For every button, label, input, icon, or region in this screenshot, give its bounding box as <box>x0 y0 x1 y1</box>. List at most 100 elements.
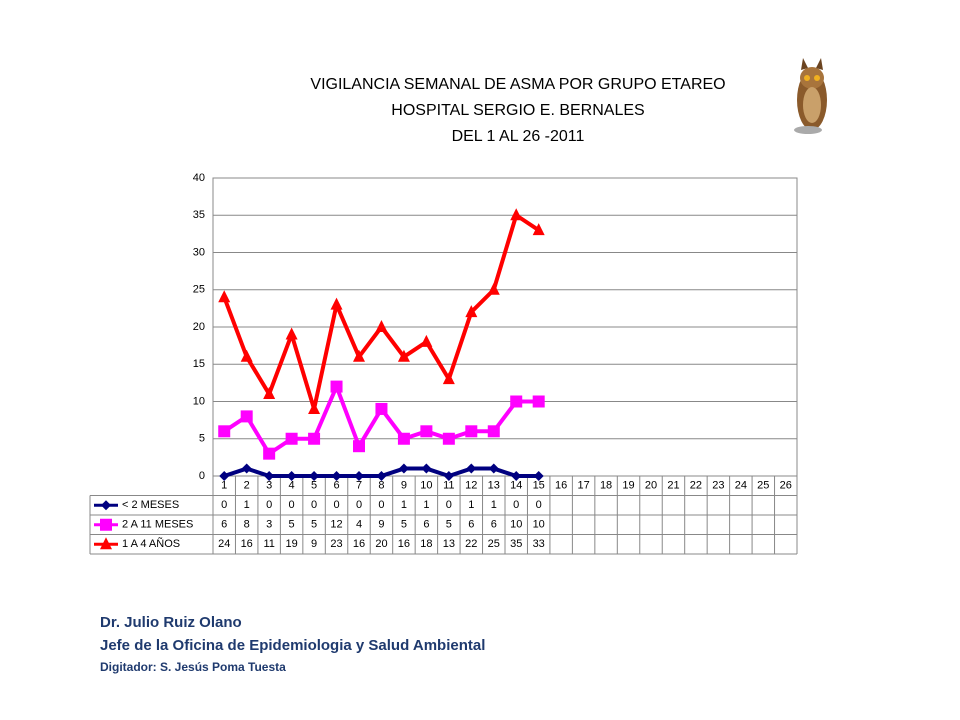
marker <box>218 290 231 303</box>
y-tick-label: 25 <box>193 284 205 296</box>
table-cell: 20 <box>375 538 387 550</box>
table-cell: 24 <box>218 538 230 550</box>
series-line <box>222 213 540 411</box>
marker <box>285 327 298 340</box>
x-tick-label: 6 <box>333 480 339 492</box>
marker <box>375 402 388 415</box>
marker <box>353 440 365 453</box>
footer-role: Jefe de la Oficina de Epidemiologia y Sa… <box>100 637 485 654</box>
x-tick-label: 22 <box>690 480 702 492</box>
marker <box>397 349 410 362</box>
marker <box>309 471 320 481</box>
table-cell: 8 <box>244 519 250 531</box>
table-cell: 1 <box>423 499 429 511</box>
marker <box>219 471 230 481</box>
table-cell: 9 <box>378 519 384 531</box>
x-tick-label: 17 <box>577 480 589 492</box>
table-cell: 0 <box>446 499 452 511</box>
marker <box>465 305 478 318</box>
marker <box>375 320 388 332</box>
marker <box>487 282 500 295</box>
marker <box>532 223 545 236</box>
table-cell: 0 <box>221 499 227 511</box>
chart-title: VIGILANCIA SEMANAL DE ASMA POR GRUPO ETA… <box>310 76 725 93</box>
y-tick-label: 5 <box>199 433 205 445</box>
table-cell: 19 <box>285 538 297 550</box>
marker <box>264 471 275 481</box>
marker <box>331 471 342 481</box>
x-tick-label: 1 <box>221 480 227 492</box>
legend-label: < 2 MESES <box>122 499 179 511</box>
y-tick-label: 20 <box>193 321 205 333</box>
marker <box>101 500 111 511</box>
table-cell: 3 <box>266 519 272 531</box>
table-cell: 16 <box>398 538 410 550</box>
x-tick-label: 23 <box>712 480 724 492</box>
table-cell: 6 <box>423 519 429 531</box>
table-cell: 35 <box>510 538 522 550</box>
x-tick-label: 16 <box>555 480 567 492</box>
x-tick-label: 26 <box>780 480 792 492</box>
table-cell: 1 <box>401 499 407 511</box>
owl-logo <box>794 58 827 134</box>
table-cell: 16 <box>353 538 365 550</box>
x-tick-label: 4 <box>289 480 295 492</box>
marker <box>330 380 343 393</box>
table-cell: 11 <box>263 538 274 550</box>
table-cell: 6 <box>221 519 227 531</box>
table-cell: 1 <box>468 499 474 511</box>
table-cell: 0 <box>536 499 542 511</box>
marker <box>511 471 522 481</box>
x-tick-label: 11 <box>443 480 454 492</box>
marker <box>442 432 455 445</box>
y-tick-label: 15 <box>193 358 205 370</box>
x-tick-label: 20 <box>645 480 657 492</box>
marker <box>442 372 455 385</box>
table-cell: 10 <box>533 519 545 531</box>
table-cell: 25 <box>488 538 500 550</box>
marker <box>420 425 433 438</box>
legend-label: 2 A 11 MESES <box>122 519 193 531</box>
marker <box>330 297 343 310</box>
x-tick-label: 9 <box>401 480 407 492</box>
table-cell: 22 <box>465 538 477 550</box>
marker <box>443 471 454 481</box>
marker <box>510 395 523 408</box>
marker <box>354 471 364 481</box>
marker <box>308 401 321 414</box>
table-cell: 0 <box>333 499 339 511</box>
table-cell: 5 <box>446 519 452 531</box>
x-tick-label: 3 <box>266 480 272 492</box>
marker <box>263 447 276 460</box>
marker <box>376 471 387 481</box>
table-cell: 6 <box>491 519 497 531</box>
marker <box>100 518 112 531</box>
y-tick-label: 10 <box>193 395 205 407</box>
footer-digitizer: Digitador: S. Jesús Poma Tuesta <box>100 660 286 674</box>
marker <box>510 208 523 221</box>
chart-subtitle: DEL 1 AL 26 -2011 <box>452 128 585 145</box>
chart-subtitle: HOSPITAL SERGIO E. BERNALES <box>391 102 644 119</box>
x-tick-label: 25 <box>757 480 769 492</box>
table-cell: 23 <box>330 538 342 550</box>
marker <box>240 410 253 423</box>
marker <box>532 395 545 408</box>
y-tick-label: 30 <box>193 246 205 258</box>
x-tick-label: 21 <box>667 480 679 492</box>
marker <box>285 432 298 445</box>
table-cell: 18 <box>420 538 432 550</box>
x-tick-label: 13 <box>488 480 500 492</box>
x-tick-label: 5 <box>311 480 317 492</box>
table-cell: 0 <box>311 499 317 511</box>
marker <box>488 463 499 474</box>
x-tick-label: 8 <box>378 480 384 492</box>
table-cell: 5 <box>289 519 295 531</box>
marker <box>487 425 500 438</box>
x-tick-label: 12 <box>465 480 477 492</box>
marker <box>353 349 365 362</box>
table-cell: 12 <box>330 519 342 531</box>
table-cell: 0 <box>513 499 519 511</box>
marker <box>533 471 544 481</box>
marker <box>263 387 276 400</box>
